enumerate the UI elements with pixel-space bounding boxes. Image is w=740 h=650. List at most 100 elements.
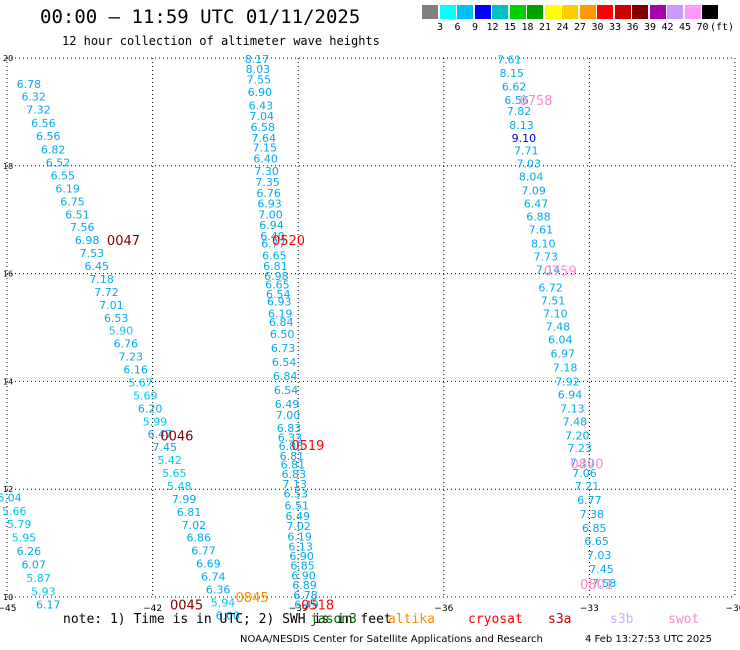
data-point-label: 7.61 (529, 223, 554, 236)
data-point-label: 6.54 (272, 356, 297, 369)
y-tick-label: 10 (3, 593, 13, 602)
data-point-label: 6.83 (277, 422, 302, 435)
data-point-label: 6.81 (263, 260, 288, 273)
data-point-label: 5.99 (143, 415, 168, 428)
y-tick-label: 18 (3, 162, 13, 171)
color-scale-swatch (684, 5, 701, 19)
data-point-label: 6.51 (65, 208, 90, 221)
data-point-label: 6.19 (55, 182, 80, 195)
pass-time-label: 0800 (570, 457, 603, 472)
x-tick-label: −42 (143, 604, 162, 614)
data-point-label: 6.97 (550, 347, 575, 360)
data-point-label: 7.00 (276, 409, 301, 422)
pass-time-label: 0520 (272, 234, 305, 249)
data-point-label: 7.13 (283, 478, 308, 491)
pass-time-label: 0047 (107, 234, 140, 249)
data-point-label: 7.00 (258, 208, 283, 221)
data-point-label: 7.61 (497, 54, 522, 67)
pass-time-label: 0519 (291, 439, 324, 454)
data-point-label: 6.76 (114, 338, 139, 351)
color-scale-label: 45 (678, 22, 692, 33)
data-point-label: 8.04 (519, 171, 544, 184)
data-point-label: 6.65 (262, 249, 287, 262)
data-point-label: 9.10 (512, 132, 537, 145)
data-point-label: 6.52 (46, 157, 71, 170)
data-point-label: 8.10 (531, 237, 556, 250)
x-tick-label: −45 (0, 604, 17, 614)
data-point-label: 7.58 (592, 577, 617, 590)
x-tick-label: −33 (580, 604, 599, 614)
data-point-label: 6.81 (281, 458, 306, 471)
data-point-label: 6.56 (31, 117, 56, 130)
data-point-label: 7.01 (99, 299, 124, 312)
data-point-label: 6.78 (293, 589, 318, 602)
color-scale-swatch (614, 5, 631, 19)
color-scale-swatch (597, 5, 613, 19)
data-point-label: 6.49 (294, 599, 319, 612)
data-point-label: 6.86 (186, 532, 211, 545)
data-point-label: 8.13 (509, 119, 534, 132)
color-scale-swatch (632, 5, 648, 19)
y-tick-label: 16 (3, 270, 13, 279)
data-point-label: 6.17 (36, 599, 61, 612)
data-point-label: 7.10 (570, 456, 595, 469)
pass-time-label: 0046 (160, 429, 193, 444)
color-scale-label: 70 (696, 22, 709, 33)
data-point-label: 6.50 (270, 328, 295, 341)
data-point-label: 5.79 (7, 518, 32, 531)
satellite-legend-swot: swot (668, 612, 700, 627)
data-point-label: 6.77 (577, 494, 602, 507)
data-point-label: 6.47 (148, 428, 173, 441)
satellite-legend-s3a: s3a (548, 612, 572, 627)
color-scale-swatch (702, 5, 718, 19)
data-point-label: 6.65 (584, 535, 609, 548)
data-point-label: 6.84 (273, 370, 298, 383)
data-point-label: 6.85 (582, 522, 607, 535)
data-point-label: 8.03 (246, 63, 271, 76)
data-point-label: 7.64 (251, 132, 276, 145)
data-point-label: 6.98 (264, 270, 289, 283)
pass-time-label: 0759 (544, 264, 577, 279)
data-point-label: 6.56 (504, 94, 529, 107)
data-point-label: 6.04 (0, 491, 22, 504)
data-point-label: 6.74 (201, 571, 226, 584)
data-point-label: 6.82 (41, 144, 66, 157)
data-point-label: 7.38 (580, 508, 605, 521)
data-point-label: 5.66 (2, 505, 27, 518)
data-point-label: 6.53 (284, 488, 309, 501)
color-scale-label: 6 (454, 22, 461, 33)
data-point-label: 8.15 (499, 67, 524, 80)
data-point-label: 7.30 (254, 165, 279, 178)
data-point-label: 6.58 (251, 121, 276, 134)
data-point-label: 6.20 (138, 402, 163, 415)
data-point-label: 6.72 (538, 282, 563, 295)
data-point-label: 5.90 (109, 325, 134, 338)
credit-text: NOAA/NESDIS Center for Satellite Applica… (240, 634, 543, 645)
data-point-label: 6.76 (256, 187, 281, 200)
data-point-label: 6.93 (267, 296, 292, 309)
footnote: note: 1) Time is in UTC; 2) SWH is in fe… (63, 612, 392, 627)
x-tick-label: −36 (434, 604, 453, 614)
chart-subtitle: 12 hour collection of altimeter wave hei… (62, 34, 380, 48)
data-point-label: 5.94 (211, 596, 236, 609)
color-scale-label: 15 (503, 22, 517, 33)
data-point-label: 6.13 (288, 540, 313, 553)
color-scale-label: 36 (626, 22, 639, 33)
data-point-label: 7.53 (80, 247, 105, 260)
data-point-label: 7.06 (572, 467, 597, 480)
color-scale-label: 9 (471, 22, 479, 33)
x-tick-label: −30 (726, 604, 740, 614)
data-point-label: 6.32 (21, 90, 46, 103)
data-point-label: 7.02 (286, 520, 311, 533)
color-scale-label: 21 (538, 22, 552, 33)
data-point-label: 5.65 (162, 467, 187, 480)
data-point-label: 6.75 (60, 195, 85, 208)
color-scale-label: 18 (521, 22, 534, 33)
satellite-legend-s3b: s3b (610, 612, 634, 627)
data-point-label: 6.85 (290, 560, 315, 573)
data-point-label: 5.48 (167, 480, 192, 493)
data-point-label: 6.40 (260, 230, 285, 243)
data-point-label: 7.02 (182, 519, 207, 532)
color-scale-label: 24 (556, 22, 569, 33)
data-point-label: 7.45 (589, 563, 614, 576)
